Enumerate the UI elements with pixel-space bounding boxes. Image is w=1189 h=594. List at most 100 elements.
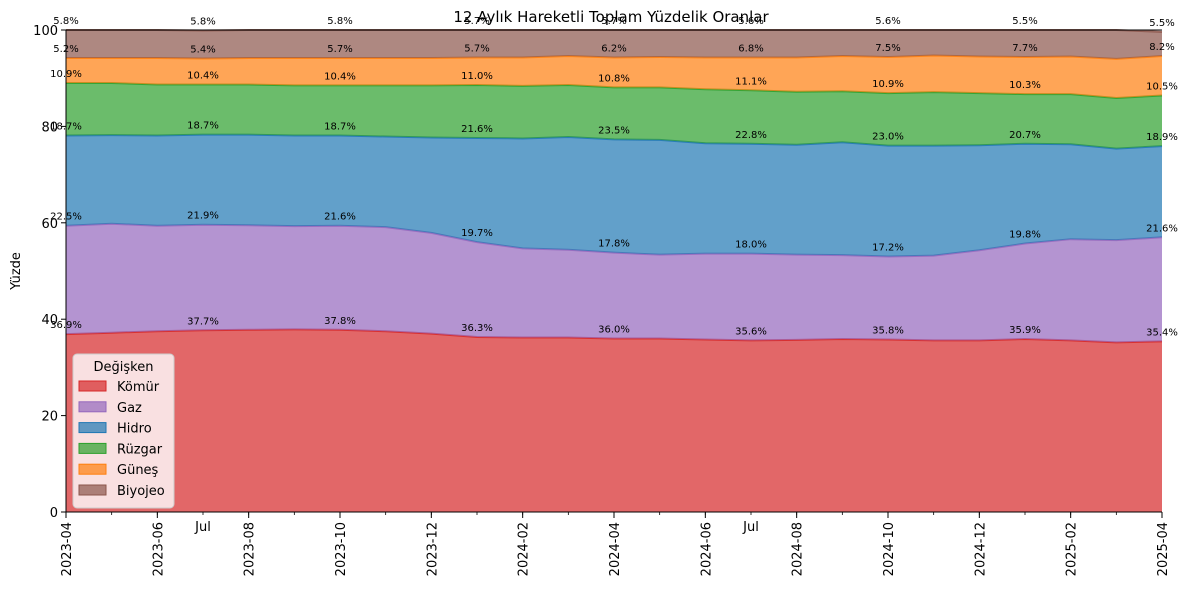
data-label-hidro: 18.9% [1146, 132, 1178, 143]
data-label-gaz: 17.2% [872, 243, 904, 254]
data-label-ruzgar: 10.4% [187, 70, 219, 81]
data-label-biyojeo: 5.8% [190, 16, 215, 27]
legend-swatch-gunes [78, 463, 107, 475]
data-label-ruzgar: 10.3% [1009, 80, 1041, 91]
data-label-gaz: 21.6% [324, 212, 356, 223]
data-label-ruzgar: 10.9% [872, 79, 904, 90]
data-label-komur: 35.9% [1009, 325, 1041, 336]
x-tick-label: 2024-10 [882, 522, 897, 576]
y-tick-label: 60 [41, 217, 58, 232]
legend-label-gunes: Güneş [117, 463, 159, 478]
y-axis-label: Yüzde [9, 252, 24, 291]
legend-swatch-ruzgar [78, 442, 107, 454]
data-label-komur: 35.4% [1146, 327, 1178, 338]
data-label-gunes: 5.2% [53, 44, 78, 55]
data-label-biyojeo: 5.5% [1149, 18, 1174, 29]
data-label-komur: 36.9% [50, 320, 82, 331]
legend-swatch-biyojeo [78, 484, 107, 496]
chart-title: 12 Aylık Hareketli Toplam Yüzdelik Oranl… [453, 8, 769, 26]
data-label-komur: 35.6% [735, 326, 767, 337]
area-layers [65, 29, 1163, 512]
area-gaz [66, 223, 1162, 343]
x-tick-label: 2023-10 [334, 522, 349, 576]
data-label-biyojeo: 5.7% [464, 16, 489, 27]
legend-label-hidro: Hidro [117, 422, 152, 437]
data-label-gaz: 19.7% [461, 228, 493, 239]
area-gunes [66, 55, 1162, 98]
data-label-gunes: 8.2% [1149, 42, 1174, 53]
data-label-gunes: 5.7% [327, 44, 352, 55]
data-label-biyojeo: 5.7% [601, 16, 626, 27]
data-label-gaz: 19.8% [1009, 230, 1041, 241]
data-label-hidro: 21.6% [461, 124, 493, 135]
y-tick-label: 40 [41, 313, 58, 328]
data-label-hidro: 23.5% [598, 125, 630, 136]
area-ruzgar [66, 83, 1162, 149]
annotations: 36.9% 37.7% 37.8% 36.3% 36.0% 35.6% 35.8% 35.9%… [50, 16, 1178, 338]
x-tick-label: 2023-12 [425, 522, 440, 576]
x-tick-label: 2023-06 [151, 522, 166, 576]
data-label-ruzgar: 11.1% [735, 76, 767, 87]
data-label-gaz: 17.8% [598, 239, 630, 250]
x-tick-label: 2025-04 [1156, 522, 1171, 576]
data-label-ruzgar: 11.0% [461, 71, 493, 82]
legend-label-gaz: Gaz [117, 401, 142, 416]
data-label-hidro: 18.7% [324, 122, 356, 133]
data-label-gunes: 5.4% [190, 44, 215, 55]
legend-label-ruzgar: Rüzgar [117, 442, 163, 457]
data-label-gunes: 5.7% [464, 43, 489, 54]
x-tick-label: 2024-02 [517, 522, 532, 576]
data-label-hidro: 18.7% [50, 122, 82, 133]
data-label-gaz: 21.9% [187, 211, 219, 222]
data-label-biyojeo: 5.6% [738, 16, 763, 27]
legend-label-komur: Kömür [117, 380, 160, 395]
y-tick-label: 80 [41, 120, 58, 135]
x-tick-label: Jul [742, 520, 759, 535]
data-label-ruzgar: 10.4% [324, 71, 356, 82]
data-label-gunes: 7.7% [1012, 43, 1037, 54]
data-label-gaz: 22.5% [50, 212, 82, 223]
legend-swatch-hidro [78, 422, 107, 434]
data-label-hidro: 18.7% [187, 121, 219, 132]
data-label-ruzgar: 10.5% [1146, 82, 1178, 93]
data-label-komur: 36.0% [598, 324, 630, 335]
area-komur [66, 329, 1162, 512]
x-tick-label: 2024-12 [973, 522, 988, 576]
data-label-hidro: 23.0% [872, 132, 904, 143]
data-label-gunes: 6.2% [601, 43, 626, 54]
data-label-komur: 35.8% [872, 325, 904, 336]
data-label-biyojeo: 5.6% [875, 16, 900, 27]
legend-swatch-gaz [78, 401, 107, 413]
x-tick-label: 2024-04 [608, 522, 623, 576]
data-label-ruzgar: 10.9% [50, 69, 82, 80]
y-tick-label: 20 [41, 410, 58, 425]
legend-title: Değişken [94, 360, 154, 375]
legend-swatch-komur [78, 380, 107, 392]
data-label-gaz: 18.0% [735, 240, 767, 251]
legend-label-biyojeo: Biyojeo [117, 484, 165, 499]
data-label-biyojeo: 5.5% [1012, 16, 1037, 27]
x-tick-label: 2025-02 [1065, 522, 1080, 576]
data-label-gaz: 21.6% [1146, 223, 1178, 234]
area-biyojeo [66, 30, 1162, 59]
area-hidro [66, 134, 1162, 257]
data-label-ruzgar: 10.8% [598, 73, 630, 84]
data-label-gunes: 7.5% [875, 43, 900, 54]
x-tick-label: Jul [194, 520, 211, 535]
x-tick-label: 2024-06 [699, 522, 714, 576]
x-tick-label: 2024-08 [791, 522, 806, 576]
legend: Değişken Kömür Gaz Hidro Rüzgar Güneş Biyojeo [72, 353, 175, 509]
data-label-biyojeo: 5.8% [327, 16, 352, 27]
x-tick-label: 2023-04 [60, 522, 75, 576]
data-label-biyojeo: 5.8% [53, 16, 78, 27]
x-tick-label: 2023-08 [243, 522, 258, 576]
data-label-komur: 36.3% [461, 323, 493, 334]
y-tick-label: 100 [33, 24, 58, 39]
data-label-gunes: 6.8% [738, 43, 763, 54]
axes: 0 20 40 60 80 100 2023-04 2023-06 Jul 2023-08 2023… [33, 24, 1171, 576]
data-label-komur: 37.7% [187, 316, 219, 327]
data-label-komur: 37.8% [324, 316, 356, 327]
data-label-hidro: 22.8% [735, 130, 767, 141]
